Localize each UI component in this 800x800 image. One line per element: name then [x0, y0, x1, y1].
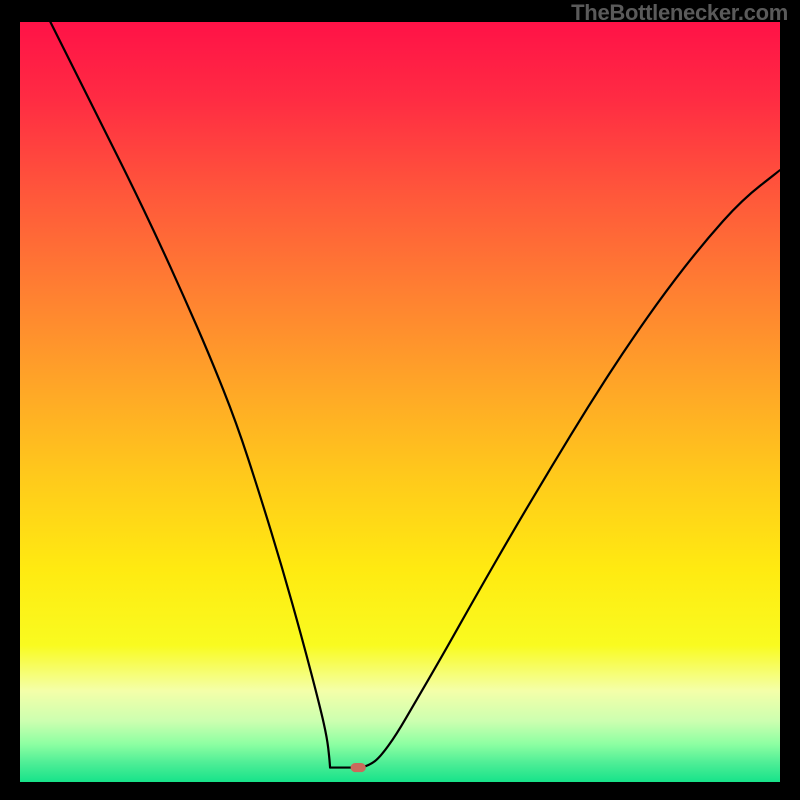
optimal-marker — [351, 763, 366, 772]
gradient-background — [20, 22, 780, 782]
chart-stage: TheBottlenecker.com — [0, 0, 800, 800]
bottleneck-chart — [0, 0, 800, 800]
watermark-text: TheBottlenecker.com — [571, 0, 788, 26]
